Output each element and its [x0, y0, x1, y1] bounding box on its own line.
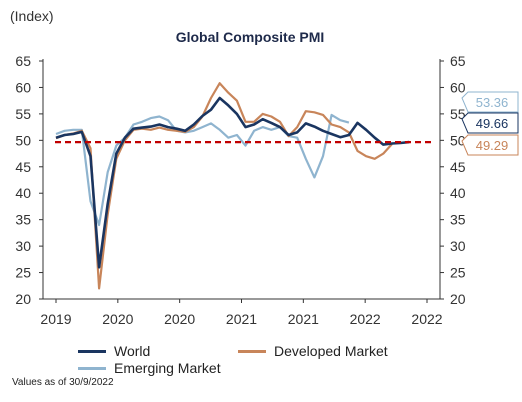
legend-swatch-emerging	[78, 366, 106, 370]
y-tick-label-left-4: 40	[15, 185, 31, 201]
legend-label-emerging: Emerging Market	[114, 360, 221, 376]
y-tick-label-right-4: 40	[450, 185, 466, 201]
series-line-emerging-market	[55, 113, 350, 227]
callout-box-developed-market	[461, 134, 519, 156]
callout-label-developed-market: 49.29	[476, 138, 509, 153]
y-tick-label-right-3: 35	[450, 212, 466, 228]
chart-title: Global Composite PMI	[175, 29, 325, 45]
x-tick-label-6: 2022	[411, 311, 442, 327]
legend-swatch-world	[78, 349, 106, 353]
callout-box-emerging-market	[461, 91, 519, 113]
y-tick-label-right-8: 60	[450, 79, 466, 95]
y-tick-label-left-9: 65	[15, 53, 31, 69]
x-tick-label-5: 2022	[350, 311, 381, 327]
y-tick-label-left-5: 45	[15, 159, 31, 175]
y-tick-label-right-9: 65	[450, 53, 466, 69]
legend-swatch-developed	[238, 349, 266, 353]
legend-label-developed: Developed Market	[274, 343, 388, 359]
series-line-world	[55, 96, 410, 269]
y-tick-label-left-8: 60	[15, 79, 31, 95]
series-line-developed-market	[55, 82, 393, 290]
legend-item-world: World	[78, 343, 150, 359]
y-tick-label-left-1: 25	[15, 265, 31, 281]
y-tick-label-left-7: 55	[15, 106, 31, 122]
y-tick-label-left-0: 20	[15, 291, 31, 307]
y-tick-label-left-6: 50	[15, 132, 31, 148]
x-tick-label-1: 2020	[102, 311, 133, 327]
legend-item-emerging: Emerging Market	[78, 360, 221, 376]
callout-label-world: 49.66	[476, 116, 509, 131]
legend-label-world: World	[114, 343, 151, 359]
y-tick-label-right-1: 25	[450, 265, 466, 281]
callout-label-emerging-market: 53.36	[476, 95, 509, 110]
y-tick-label-left-2: 30	[15, 238, 31, 254]
unit-label: (Index)	[10, 8, 54, 24]
x-tick-label-0: 2019	[40, 311, 71, 327]
y-tick-label-right-2: 30	[450, 238, 466, 254]
callout-box-world	[461, 112, 519, 134]
y-tick-label-right-6: 50	[450, 132, 466, 148]
legend-item-developed: Developed Market	[238, 343, 388, 359]
footnote: Values as of 30/9/2022	[12, 377, 114, 388]
x-tick-label-2: 2020	[164, 311, 195, 327]
y-tick-label-right-0: 20	[450, 291, 466, 307]
x-tick-label-4: 2021	[288, 311, 319, 327]
y-tick-label-left-3: 35	[15, 212, 31, 228]
y-tick-label-right-5: 45	[450, 159, 466, 175]
y-tick-label-right-7: 55	[450, 106, 466, 122]
x-tick-label-3: 2021	[226, 311, 257, 327]
